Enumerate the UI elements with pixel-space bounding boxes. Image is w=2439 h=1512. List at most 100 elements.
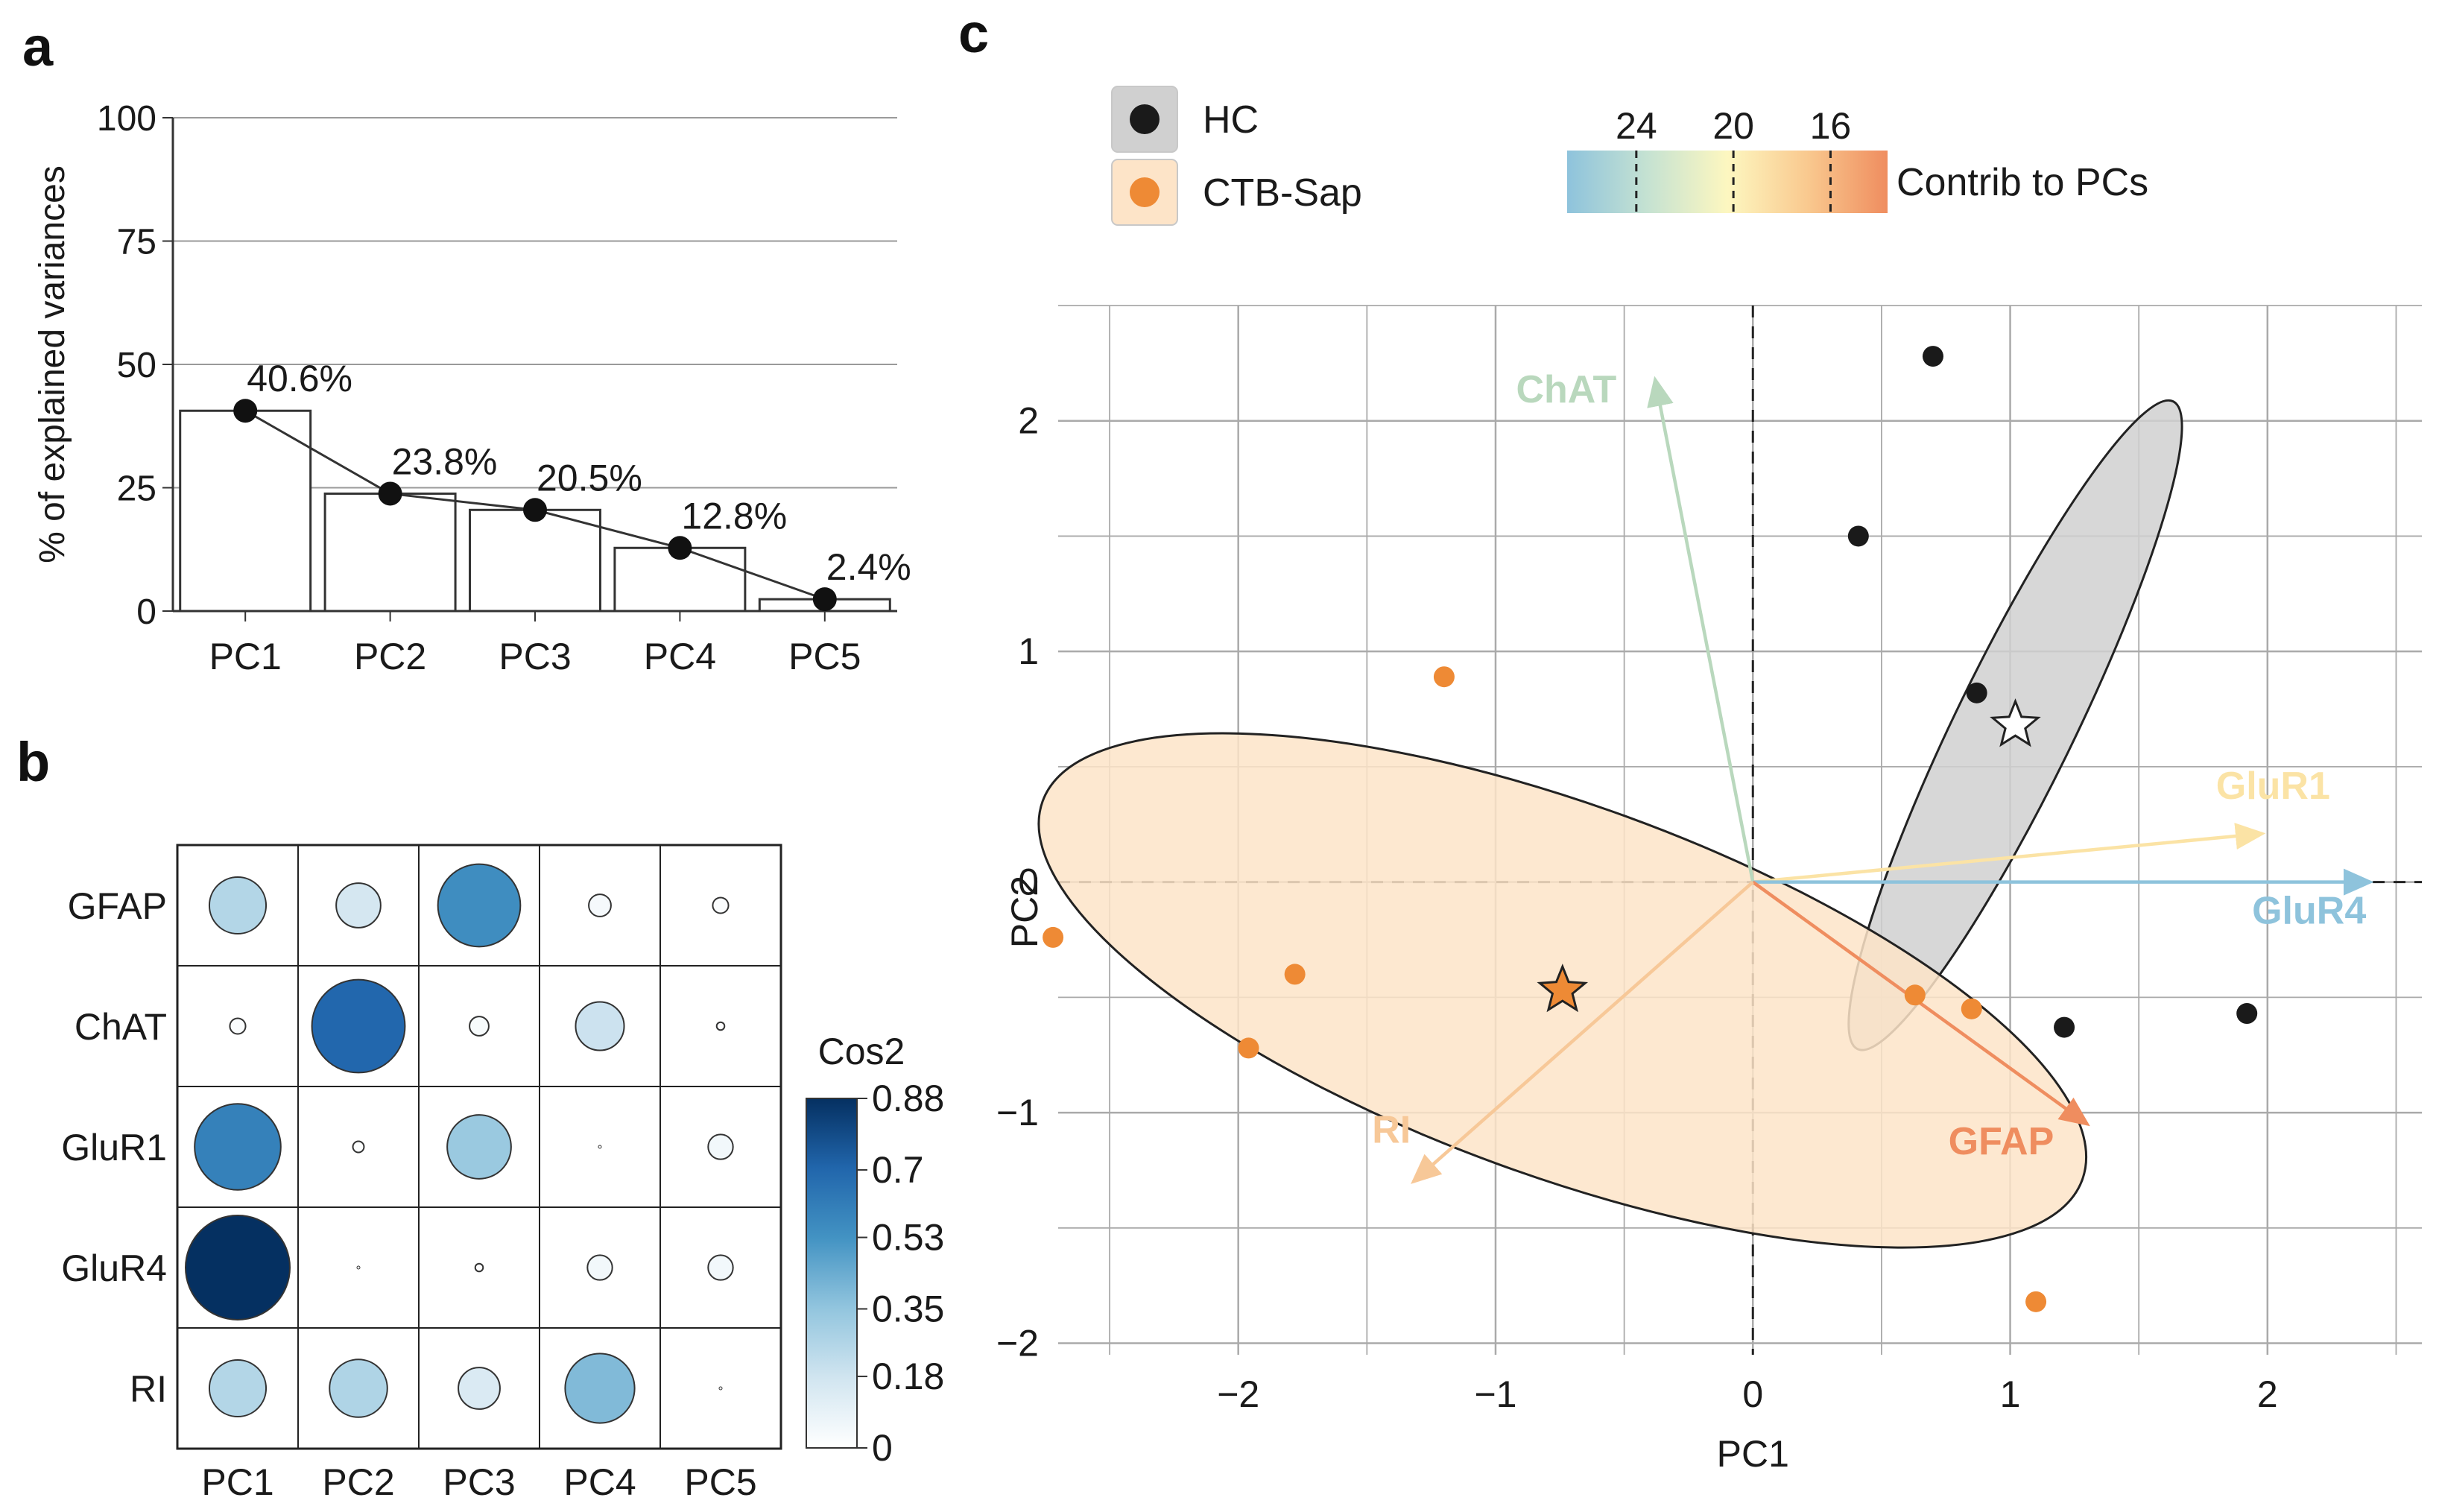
y-tick-label: 0 — [1018, 861, 1039, 903]
row-label: RI — [130, 1368, 167, 1410]
panel-c-pca-biplot: ChAT GluR1 GluR4 GFAP RI −2 −1 0 1 2 −2 −1 0 1 2 PC1 PC2… — [996, 86, 2422, 1475]
sample-point — [2054, 1016, 2075, 1038]
cos2-circle — [352, 1140, 365, 1154]
y-axis-title: PC2 — [1004, 876, 1045, 948]
cos2-circle — [458, 1367, 501, 1410]
col-label: PC2 — [322, 1461, 394, 1503]
cos2-circle — [718, 1386, 723, 1391]
panel-label-b: b — [16, 731, 50, 793]
x-tick-label: PC3 — [499, 636, 571, 677]
panel-label-c: c — [958, 2, 989, 64]
colorbar-tick-label: 0.53 — [872, 1217, 944, 1259]
x-tick-label: PC4 — [644, 636, 716, 677]
sample-point — [1961, 998, 1982, 1019]
col-label: PC4 — [563, 1461, 636, 1503]
y-tick-label: 25 — [117, 469, 156, 509]
cos2-circle — [208, 876, 268, 935]
bar — [179, 409, 312, 613]
sample-point — [1904, 984, 1926, 1006]
x-tick-label: PC1 — [209, 636, 282, 677]
cos2-circle — [715, 1021, 726, 1031]
colorbar-tick-label: 0.7 — [872, 1149, 924, 1191]
sample-point — [1043, 926, 1064, 948]
colorbar — [806, 1098, 858, 1449]
contrib-colorbar — [1567, 151, 1888, 213]
x-tick-label: 2 — [2257, 1373, 2278, 1415]
variable-arrow — [1647, 376, 1755, 883]
cos2-circle — [712, 896, 730, 914]
cos2-circle — [588, 893, 612, 917]
cos2-circle — [707, 1254, 734, 1281]
cos2-circle — [437, 863, 522, 948]
y-tick-label: −1 — [996, 1092, 1039, 1133]
colorbar-tick-label: 0.35 — [872, 1288, 944, 1329]
colorbar-tick-label: 0.18 — [872, 1356, 944, 1397]
cos2-circle — [586, 1254, 613, 1281]
variable-label: GFAP — [1949, 1120, 2054, 1163]
legend-marker — [1130, 104, 1160, 134]
legend-label: CTB-Sap — [1203, 171, 1362, 215]
cos2-circle — [446, 1114, 512, 1180]
cos2-circle — [707, 1133, 734, 1160]
col-label: PC1 — [201, 1461, 273, 1503]
data-point — [378, 481, 402, 506]
variable-label: GluR4 — [2252, 889, 2366, 932]
cos2-circle — [185, 1215, 291, 1320]
x-tick-label: 1 — [2000, 1373, 2021, 1415]
contrib-tick-label: 20 — [1712, 105, 1754, 147]
cos2-circle — [329, 1358, 388, 1418]
sample-point — [1433, 666, 1455, 688]
row-label: GFAP — [68, 885, 167, 927]
sample-point — [2025, 1291, 2047, 1312]
y-tick-label: −2 — [996, 1323, 1039, 1364]
bar — [469, 508, 601, 613]
cos2-circle — [474, 1262, 484, 1273]
variable-label: RI — [1372, 1108, 1411, 1151]
row-label: GluR1 — [61, 1127, 167, 1168]
data-point — [233, 399, 258, 423]
sample-point — [2236, 1003, 2258, 1025]
colorbar-tick-label: 0.88 — [872, 1078, 944, 1119]
data-label: 2.4% — [826, 546, 911, 588]
y-tick-label: 0 — [136, 592, 156, 632]
sample-point — [1284, 964, 1306, 985]
panel-b-cos2-matrix: GFAP ChAT GluR1 GluR4 RI PC1 PC2 PC3 PC4 PC5 Cos2 0… — [61, 844, 944, 1503]
cos2-circle — [469, 1016, 490, 1037]
variable-arrow — [1411, 880, 1754, 1184]
row-label: ChAT — [75, 1006, 167, 1048]
cos2-circle — [208, 1358, 268, 1418]
centroid-star — [1537, 964, 1589, 1013]
centroid-star — [1990, 698, 2041, 747]
contrib-tick-label: 16 — [1810, 105, 1852, 147]
variable-label: ChAT — [1516, 368, 1616, 411]
x-tick-label: PC2 — [354, 636, 426, 677]
sample-point — [1922, 346, 1943, 367]
legend-label: HC — [1203, 98, 1259, 142]
col-label: PC5 — [684, 1461, 756, 1503]
data-point — [668, 536, 692, 560]
data-label: 12.8% — [681, 495, 787, 537]
y-tick-label: 50 — [117, 346, 156, 385]
legend-marker — [1130, 177, 1160, 207]
y-tick-label: 2 — [1018, 400, 1039, 442]
sample-point — [1847, 525, 1869, 547]
bar — [323, 492, 457, 613]
col-label: PC3 — [443, 1461, 515, 1503]
data-label: 40.6% — [247, 358, 352, 399]
panel-a-variance-chart: 0 25 50 75 100 % of explained variances PC1 PC2… — [33, 99, 911, 677]
panel-label-a: a — [22, 16, 54, 78]
variable-label: GluR1 — [2216, 765, 2330, 808]
cos2-circle — [194, 1103, 282, 1191]
sample-point — [1238, 1037, 1259, 1059]
y-tick-label: 1 — [1018, 630, 1039, 672]
cos2-circle — [575, 1001, 625, 1051]
row-label: GluR4 — [61, 1247, 167, 1289]
sample-point — [1966, 682, 1987, 703]
cos2-circle — [598, 1145, 602, 1149]
data-point — [523, 498, 547, 522]
data-label: 20.5% — [537, 457, 642, 499]
x-tick-label: −2 — [1217, 1373, 1259, 1415]
cos2-circle — [335, 882, 382, 929]
y-axis-title: % of explained variances — [33, 165, 72, 563]
